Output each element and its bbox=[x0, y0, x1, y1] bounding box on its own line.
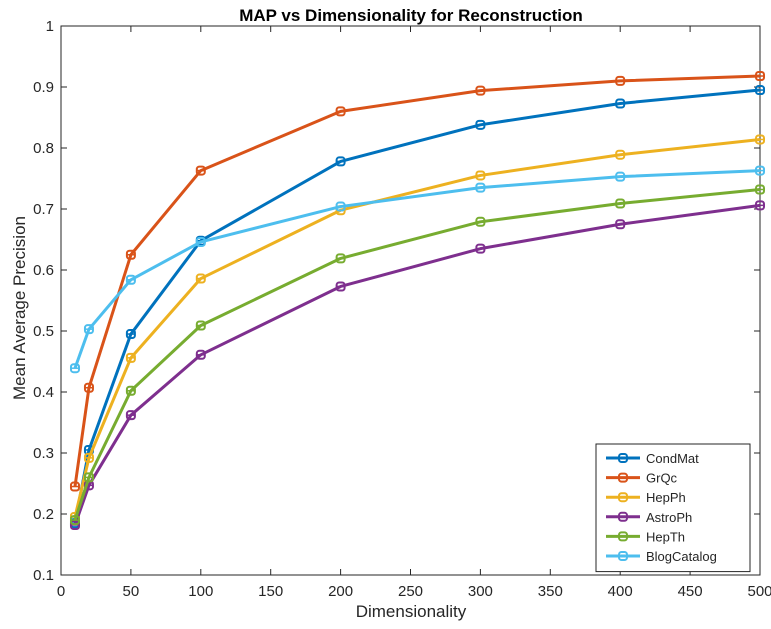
y-tick-label: 0.5 bbox=[33, 323, 54, 340]
y-tick-label: 0.8 bbox=[33, 140, 54, 157]
y-tick-label: 0.7 bbox=[33, 201, 54, 218]
y-tick-label: 0.3 bbox=[33, 445, 54, 462]
series-line bbox=[73, 88, 761, 524]
legend-marker bbox=[618, 472, 628, 483]
x-tick-label: 150 bbox=[258, 583, 283, 600]
x-tick-label: 350 bbox=[538, 583, 563, 600]
x-axis-label: Dimensionality bbox=[356, 602, 467, 621]
chart-title: MAP vs Dimensionality for Reconstruction bbox=[239, 6, 583, 25]
legend-marker bbox=[618, 453, 628, 463]
y-tick-label: 0.6 bbox=[33, 262, 54, 279]
y-tick-label: 0.4 bbox=[33, 384, 54, 401]
x-tick-label: 300 bbox=[468, 583, 493, 600]
series-line bbox=[73, 187, 761, 521]
x-tick-label: 0 bbox=[57, 583, 65, 600]
legend-box bbox=[595, 443, 751, 573]
series-line bbox=[73, 137, 761, 518]
series-line bbox=[73, 74, 761, 487]
series-line bbox=[73, 169, 761, 369]
x-tick-label: 250 bbox=[398, 583, 423, 600]
x-tick-label: 50 bbox=[123, 583, 140, 600]
plot-area: 0 50 100 150 200 250 300 350 400 450 500 0.1 0.2 0.3 0… bbox=[33, 18, 771, 600]
legend-marker bbox=[618, 511, 628, 522]
x-tick-label: 200 bbox=[328, 583, 353, 600]
x-tick-label: 100 bbox=[188, 583, 213, 600]
legend-marker bbox=[618, 492, 628, 503]
y-tick-label: 0.2 bbox=[33, 506, 54, 523]
legend-label: HepTh bbox=[646, 529, 685, 544]
legend-marker bbox=[618, 531, 628, 542]
legend: CondMat GrQc HepPh AstroPh HepTh BlogCatalog bbox=[595, 443, 751, 573]
y-tick-label: 0.9 bbox=[33, 79, 54, 96]
x-tick-label: 400 bbox=[608, 583, 633, 600]
x-tick-label: 450 bbox=[678, 583, 703, 600]
legend-label: BlogCatalog bbox=[646, 549, 717, 564]
y-axis-label: Mean Average Precision bbox=[10, 216, 29, 400]
y-tick-label: 0.1 bbox=[33, 567, 54, 584]
legend-label: GrQc bbox=[646, 471, 678, 486]
legend-marker bbox=[618, 551, 628, 561]
series-line bbox=[73, 203, 761, 526]
legend-label: CondMat bbox=[646, 451, 699, 466]
legend-label: HepPh bbox=[646, 490, 686, 505]
y-tick-label: 1 bbox=[46, 18, 54, 35]
legend-label: AstroPh bbox=[646, 510, 692, 525]
x-tick-label: 500 bbox=[747, 583, 771, 600]
